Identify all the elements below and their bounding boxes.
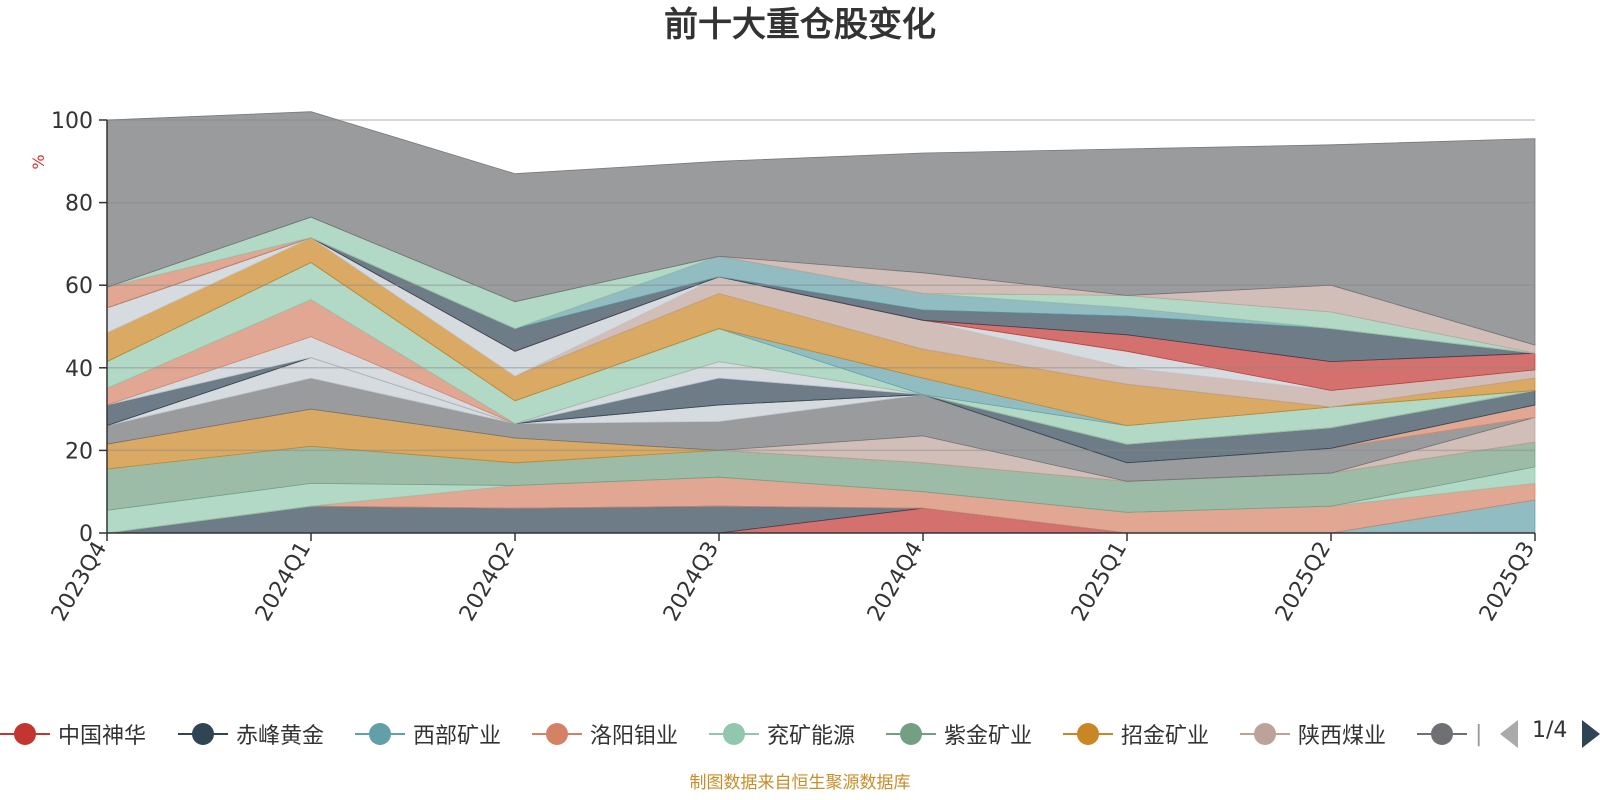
legend: 中国神华 赤峰黄金 西部矿业 洛阳钼业 兖矿能源 紫金矿业 招金矿业 陕西煤业 | bbox=[0, 715, 1600, 753]
legend-label: 招金矿业 bbox=[1121, 724, 1210, 749]
x-tick-label: 2024Q4 bbox=[863, 538, 928, 626]
legend-item[interactable]: 招金矿业 bbox=[1063, 715, 1209, 753]
legend-prev-page-icon[interactable] bbox=[1500, 720, 1518, 748]
x-tick-label: 2023Q4 bbox=[47, 538, 112, 626]
legend-label: 中国神华 bbox=[58, 724, 147, 749]
legend-marker-icon bbox=[178, 715, 228, 753]
legend-page-indicator: 1/4 bbox=[1532, 718, 1568, 743]
legend-next-page-icon[interactable] bbox=[1582, 720, 1600, 748]
chart-title: 前十大重仓股变化 bbox=[664, 5, 936, 45]
source-note: 制图数据来自恒生聚源数据库 bbox=[689, 773, 911, 793]
y-tick-label: 20 bbox=[65, 439, 93, 464]
legend-item[interactable]: 中国神华 bbox=[0, 715, 146, 753]
legend-item[interactable]: 陕西煤业 bbox=[1240, 715, 1386, 753]
y-axis-unit-label: % bbox=[29, 154, 48, 169]
x-tick-label: 2025Q1 bbox=[1067, 538, 1132, 626]
legend-marker-icon bbox=[1240, 715, 1290, 753]
legend-marker-icon bbox=[532, 715, 582, 753]
x-tick-label: 2024Q2 bbox=[455, 538, 520, 626]
legend-marker-icon bbox=[0, 715, 50, 753]
legend-item[interactable]: 兖矿能源 bbox=[709, 715, 855, 753]
y-tick-label: 0 bbox=[79, 522, 93, 547]
series-areas bbox=[106, 111, 1536, 534]
x-tick-label: 2025Q3 bbox=[1475, 538, 1540, 626]
legend-label: 陕西煤业 bbox=[1298, 724, 1387, 749]
legend-label: 赤峰黄金 bbox=[236, 724, 325, 749]
legend-marker-icon bbox=[709, 715, 759, 753]
stacked-area-chart: 0 20 40 60 80 100% 2023Q4 2024Q1 2024Q2 2024Q3 202… bbox=[29, 109, 1540, 626]
legend-label: 西部矿业 bbox=[413, 724, 502, 749]
legend-item[interactable]: 西部矿业 bbox=[355, 715, 501, 753]
legend-label: 洛阳钼业 bbox=[590, 724, 679, 749]
legend-item[interactable]: 紫金矿业 bbox=[886, 715, 1032, 753]
legend-marker-icon bbox=[886, 715, 936, 753]
legend-item[interactable]: 洛阳钼业 bbox=[532, 715, 678, 753]
legend-marker-icon bbox=[355, 715, 405, 753]
legend-label: 紫金矿业 bbox=[944, 724, 1033, 749]
legend-label-clipped: | bbox=[1475, 721, 1483, 747]
series-area-26 bbox=[106, 111, 1536, 346]
x-tick-label: 2024Q3 bbox=[659, 538, 724, 626]
y-tick-label: 80 bbox=[65, 192, 93, 217]
y-tick-label: 60 bbox=[65, 274, 93, 299]
legend-pager: 1/4 bbox=[1500, 712, 1600, 756]
legend-marker-icon bbox=[1417, 715, 1467, 753]
y-tick-label: 100 bbox=[51, 109, 93, 134]
legend-label: 兖矿能源 bbox=[767, 724, 856, 749]
x-tick-label: 2024Q1 bbox=[251, 538, 316, 626]
legend-item[interactable]: 赤峰黄金 bbox=[178, 715, 324, 753]
legend-marker-icon bbox=[1063, 715, 1113, 753]
y-tick-label: 40 bbox=[65, 357, 93, 382]
x-tick-label: 2025Q2 bbox=[1271, 538, 1336, 626]
legend-item-clipped[interactable]: | bbox=[1417, 715, 1482, 753]
